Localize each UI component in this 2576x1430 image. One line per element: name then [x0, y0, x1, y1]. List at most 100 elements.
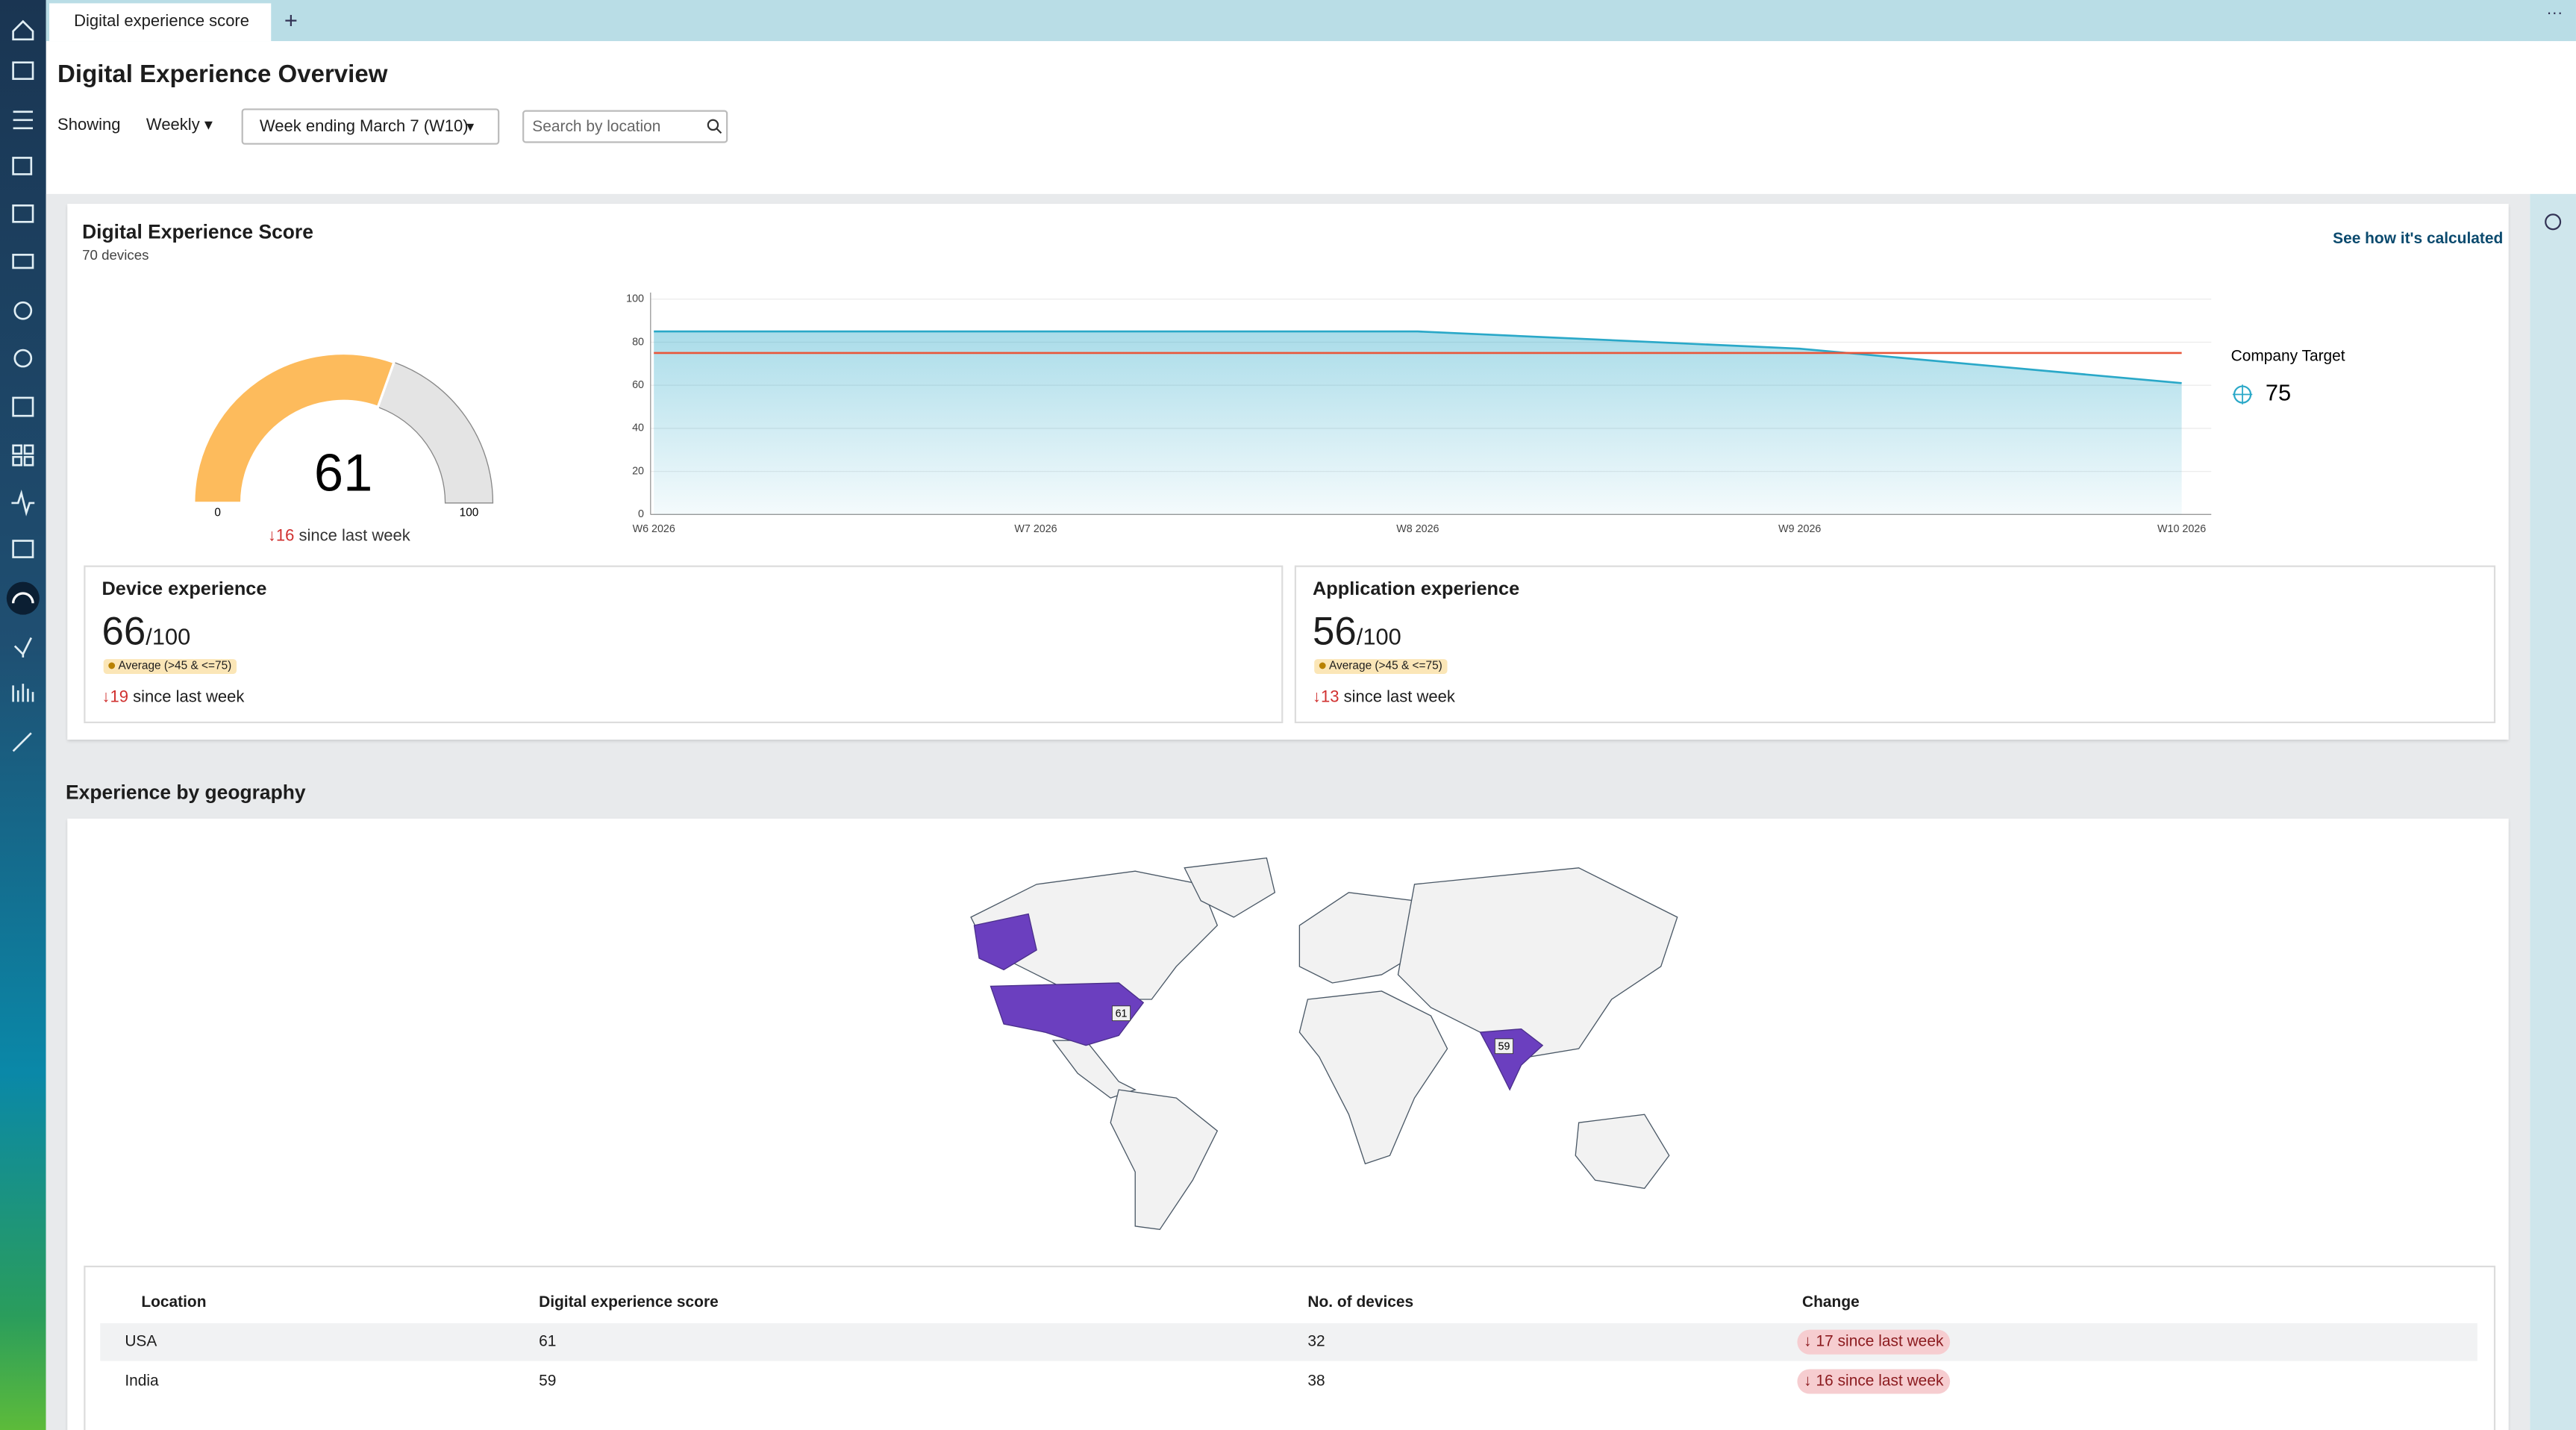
device-score-wrap: 66/100	[101, 610, 190, 656]
app-suffix: /100	[1356, 622, 1401, 649]
period-select[interactable]: Weekly ▾	[146, 116, 213, 135]
australia	[1575, 1114, 1670, 1189]
sidebar-icons	[6, 19, 40, 752]
new-tab[interactable]: +	[284, 6, 298, 34]
device-badge: Average (>45 & <=75)	[103, 659, 237, 674]
table-cell: 38	[1307, 1372, 1325, 1391]
south-america	[1110, 1089, 1219, 1231]
week-select[interactable]: Week ending March 7 (W10) ▾	[241, 108, 500, 145]
tab[interactable]: Digital experience score	[49, 3, 272, 42]
score-chart: 61 0 100 0 20 40 60 80 100 W6 2026 W7 2026 W8 2026 W…	[193, 293, 2345, 535]
y-tick-label: 20	[632, 465, 644, 477]
x-tick-label: W10 2026	[2157, 523, 2206, 535]
alaska[interactable]	[973, 913, 1037, 971]
gauge-change-label: since last week	[298, 527, 410, 546]
y-tick-label: 80	[632, 336, 644, 348]
x-tick-label: W9 2026	[1778, 523, 1821, 535]
app-change-label: since last week	[1343, 688, 1455, 707]
greenland	[1184, 857, 1276, 918]
device-change-value: 19	[110, 688, 128, 707]
north-america	[970, 870, 1219, 1000]
india-map-label: 59	[1498, 1041, 1510, 1053]
line	[654, 330, 2182, 384]
app-change-value: 13	[1321, 688, 1339, 707]
usa[interactable]	[990, 982, 1145, 1046]
calc-link[interactable]: See how it's calculated	[2333, 230, 2504, 249]
gauge-change: ↓16 since last week	[267, 527, 410, 546]
gauge-number: 61	[314, 443, 372, 502]
search-icon	[707, 119, 722, 134]
right-rail	[2530, 193, 2576, 1430]
table-header: Digital experience score	[539, 1293, 719, 1312]
geo-card: 61 59 Location Digital experience score No…	[67, 818, 2509, 1430]
table-header: Change	[1802, 1293, 1860, 1312]
table-cell: 59	[539, 1372, 557, 1391]
change-pill: ↓ 17 since last week	[1797, 1329, 1951, 1355]
device-count: 70 devices	[82, 246, 149, 263]
table-cell: 32	[1307, 1333, 1325, 1352]
device-suffix: /100	[146, 622, 191, 649]
change-text: 17 since last week	[1816, 1333, 1944, 1352]
period: Weekly	[146, 116, 200, 135]
device-experience: Device experience 66/100 Average (>45 & …	[84, 565, 1284, 724]
card-title: Digital Experience Score	[82, 220, 313, 243]
search-placeholder: Search by location	[532, 118, 661, 137]
target-name: Company Target	[2231, 347, 2345, 364]
score-card: Digital Experience Score 70 devices See …	[67, 204, 2509, 740]
x-tick-label: W8 2026	[1396, 523, 1439, 535]
target-value: 75	[2266, 380, 2291, 406]
help-icon[interactable]	[2530, 194, 2576, 243]
app-score: 56	[1312, 610, 1357, 655]
table-cell: USA	[125, 1333, 157, 1352]
active-nav[interactable]	[6, 581, 40, 615]
showing-label: Showing	[57, 116, 121, 135]
x-tick-label: W7 2026	[1014, 523, 1057, 535]
gauge-change-value: 16	[275, 527, 295, 546]
gauge-max: 100	[460, 507, 479, 519]
area	[654, 331, 2182, 515]
table-header: No. of devices	[1307, 1293, 1414, 1312]
y-tick-label: 60	[632, 379, 644, 391]
change-pill: ↓ 16 since last week	[1797, 1369, 1951, 1394]
y-tick-label: 0	[638, 508, 644, 520]
caret: ▾	[466, 118, 475, 135]
y-tick-label: 100	[626, 293, 644, 305]
row-bg	[100, 1323, 2477, 1361]
device-change-label: since last week	[133, 688, 245, 707]
gauge-value	[193, 352, 396, 505]
app-badge-text: Average (>45 & <=75)	[1329, 661, 1442, 672]
gauge-min: 0	[214, 507, 221, 519]
africa	[1298, 990, 1448, 1165]
search-box[interactable]: Search by location	[522, 110, 728, 143]
table-header: Location	[141, 1293, 207, 1312]
week: Week ending March 7 (W10)	[259, 118, 469, 137]
device-change: ↓19 since last week	[101, 688, 245, 707]
y-tick-label: 40	[632, 422, 644, 434]
change-text: 16 since last week	[1816, 1372, 1944, 1391]
app-badge: Average (>45 & <=75)	[1314, 659, 1448, 674]
target-icon-cross	[2232, 384, 2253, 405]
table-cell: 61	[539, 1333, 557, 1352]
india[interactable]	[1479, 1028, 1544, 1091]
table-cell: India	[125, 1372, 159, 1391]
page-title: Digital Experience Overview	[57, 60, 388, 89]
app-change: ↓13 since last week	[1312, 688, 1455, 707]
asia	[1397, 867, 1678, 1058]
app-title: Application experience	[1312, 580, 1520, 600]
tab-bar	[46, 0, 2576, 42]
usa-map-label: 61	[1116, 1008, 1128, 1020]
central-america	[1051, 1040, 1137, 1099]
geo-title: Experience by geography	[66, 781, 306, 804]
gauge-rest	[377, 361, 494, 504]
app-score-wrap: 56/100	[1313, 610, 1401, 656]
x-tick-label: W6 2026	[633, 523, 675, 535]
more[interactable]: ···	[2546, 4, 2563, 23]
device-score: 66	[101, 610, 146, 655]
device-title: Device experience	[101, 580, 267, 600]
device-badge-text: Average (>45 & <=75)	[118, 661, 232, 672]
sidebar	[0, 0, 46, 1430]
tab-title: Digital experience score	[74, 13, 250, 31]
geo-table: Location Digital experience score No. of d…	[84, 1265, 2496, 1430]
world-map: 61 59	[970, 857, 1678, 1231]
